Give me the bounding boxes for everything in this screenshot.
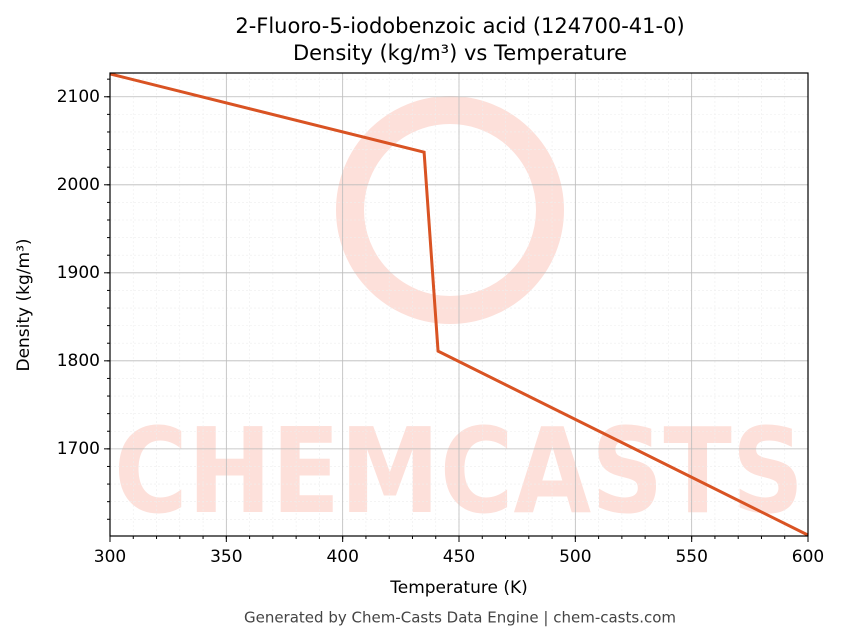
x-tick-label: 400 — [326, 547, 358, 567]
x-tick-label: 300 — [94, 547, 126, 567]
y-tick-label: 1900 — [57, 263, 100, 283]
x-tick-label: 350 — [210, 547, 242, 567]
plot-frame — [109, 72, 809, 537]
footer: Generated by Chem-Casts Data Engine | ch… — [244, 609, 676, 627]
x-tick-label: 500 — [559, 547, 591, 567]
x-axis-label: Temperature (K) — [389, 578, 528, 598]
x-tick-label: 600 — [792, 547, 824, 567]
y-axis-label: Density (kg/m³) — [14, 238, 34, 371]
y-tick-label: 2000 — [57, 175, 100, 195]
chart-subtitle: Density (kg/m³) vs Temperature — [293, 41, 627, 65]
data-line — [109, 72, 809, 537]
watermark-ring — [336, 96, 564, 324]
y-tick-label: 1800 — [57, 351, 100, 371]
x-tick-label: 550 — [675, 547, 707, 567]
y-tick-label: 2100 — [57, 87, 100, 107]
x-tick-label: 450 — [443, 547, 475, 567]
y-tick-label: 1700 — [57, 439, 100, 459]
chart-title: 2-Fluoro-5-iodobenzoic acid (124700-41-0… — [235, 14, 684, 38]
